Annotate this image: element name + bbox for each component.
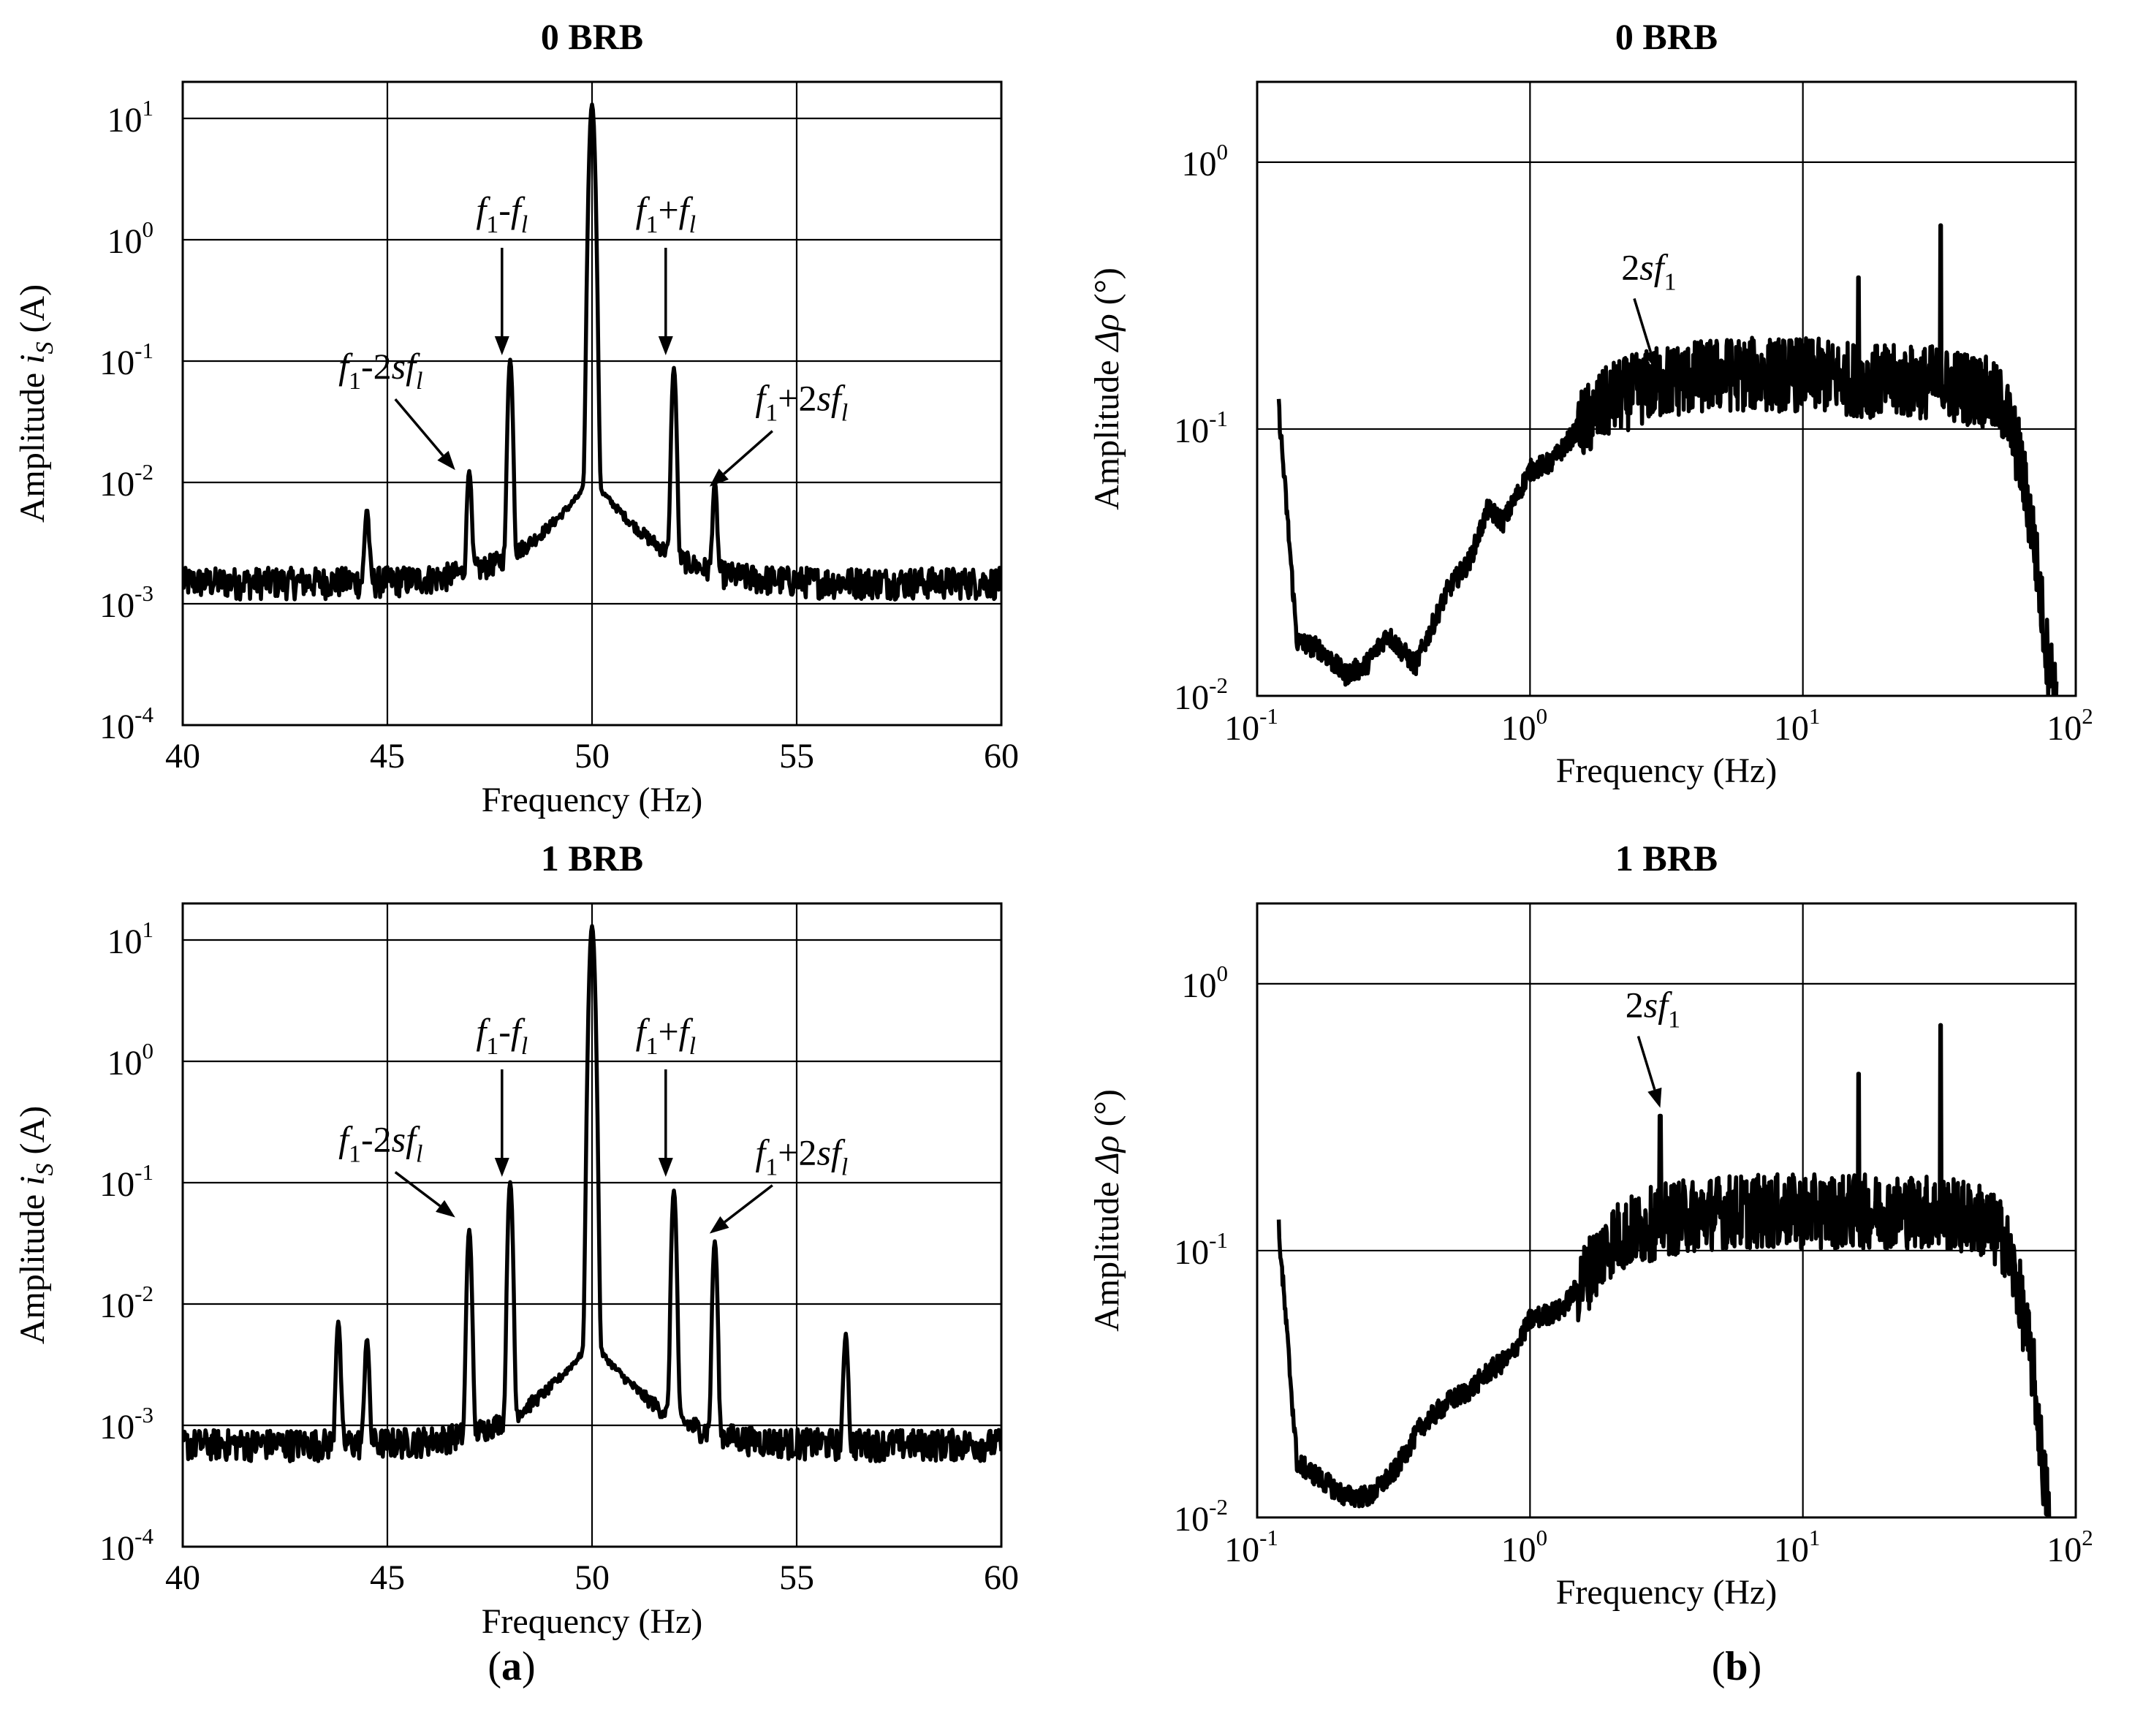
series-line — [183, 924, 1001, 1463]
panel-label-a: (a) — [488, 1644, 535, 1689]
annotation-label: 2sf1 — [1621, 246, 1676, 295]
arrow-shaft — [1633, 297, 1653, 353]
annotation-arrow — [658, 1069, 673, 1177]
arrow-head — [709, 468, 729, 487]
y-tick-label: 10-2 — [99, 1281, 153, 1325]
arrow-shaft — [723, 430, 773, 475]
y-axis-label: Amplitude Δρ (°) — [1088, 268, 1126, 510]
x-tick-label: 10-1 — [1224, 703, 1278, 748]
x-tick-label: 100 — [1501, 703, 1548, 748]
y-tick-label: 100 — [1182, 960, 1229, 1005]
y-tick-label: 10-1 — [99, 1159, 153, 1204]
annotation-label: f1-fl — [476, 189, 528, 238]
annotation-arrow — [1633, 297, 1658, 371]
annotation-arrow — [709, 1184, 773, 1234]
chart-a_top: 0 BRB 40 45 50 55 60 10-4 10-3 10-2 10-1 100 101 Fre… — [13, 16, 1019, 819]
arrow-head — [658, 336, 673, 355]
y-tick-label: 100 — [107, 1038, 154, 1083]
arrow-head — [709, 1216, 729, 1234]
y-axis-label: Amplitude iS (A) — [13, 284, 58, 523]
arrow-shaft — [394, 398, 444, 457]
y-tick-label: 100 — [107, 216, 154, 261]
x-axis-label: Frequency (Hz) — [482, 781, 703, 819]
series-line — [183, 102, 1001, 602]
x-tick-label: 102 — [2047, 703, 2093, 748]
annotation-label: 2sf1 — [1626, 985, 1680, 1034]
arrow-shaft — [724, 1184, 773, 1224]
y-tick-label: 101 — [107, 917, 154, 961]
y-tick-label: 10-3 — [99, 1402, 153, 1447]
x-tick-label: 100 — [1501, 1525, 1548, 1569]
arrow-shaft — [1636, 1036, 1656, 1091]
y-tick-label: 10-1 — [1174, 1227, 1228, 1272]
arrow-head — [1643, 349, 1658, 371]
y-tick-label: 10-2 — [1174, 672, 1228, 717]
plot-frame — [1256, 80, 2077, 697]
annotation-label: f1-fl — [476, 1011, 528, 1060]
x-tick-label: 40 — [165, 737, 200, 776]
y-axis-label: Amplitude iS (A) — [13, 1106, 58, 1344]
y-tick-label: 100 — [1182, 139, 1229, 183]
chart-title: 0 BRB — [1615, 16, 1718, 57]
x-tick-label: 55 — [779, 737, 814, 776]
annotation-arrow — [658, 247, 673, 355]
annotation-label: f1+fl — [636, 1011, 696, 1060]
plot-frame — [181, 902, 1003, 1548]
annotation-arrow — [394, 398, 455, 471]
annotation-arrow — [494, 247, 509, 355]
y-tick-label: 10-1 — [1174, 406, 1228, 450]
x-axis-label: Frequency (Hz) — [1556, 1573, 1778, 1612]
x-tick-label: 40 — [165, 1558, 200, 1597]
x-tick-label: 45 — [370, 737, 405, 776]
arrow-head — [436, 1199, 455, 1218]
arrow-shaft — [394, 1171, 441, 1208]
plot-frame — [181, 80, 1003, 727]
x-tick-label: 45 — [370, 1558, 405, 1597]
x-tick-label: 101 — [1774, 1525, 1821, 1569]
chart-title: 0 BRB — [541, 16, 643, 57]
chart-a_bottom: 1 BRB 40 45 50 55 60 10-4 10-3 10-2 10-1 100 101 Fre… — [13, 838, 1019, 1641]
annotation-arrow — [394, 1171, 455, 1218]
x-axis-label: Frequency (Hz) — [482, 1602, 703, 1641]
annotation-arrow — [1636, 1036, 1662, 1108]
y-axis-label: Amplitude Δρ (°) — [1088, 1089, 1126, 1332]
annotation-label: f1+2sfl — [755, 378, 848, 427]
x-tick-label: 55 — [779, 1558, 814, 1597]
chart-title: 1 BRB — [541, 838, 643, 879]
arrow-head — [494, 1157, 509, 1177]
chart-title: 1 BRB — [1615, 838, 1718, 879]
y-tick-label: 101 — [107, 95, 154, 140]
arrow-head — [1647, 1087, 1662, 1108]
y-tick-label: 10-4 — [99, 702, 153, 746]
annotation-arrow — [494, 1069, 509, 1177]
series-line — [1276, 223, 2059, 696]
y-tick-label: 10-2 — [1174, 1494, 1228, 1539]
x-tick-label: 10-1 — [1224, 1525, 1278, 1569]
y-tick-label: 10-4 — [99, 1523, 153, 1568]
annotation-label: f1-2sfl — [338, 1119, 422, 1168]
y-tick-label: 10-1 — [99, 338, 153, 382]
panel-label-b: (b) — [1712, 1644, 1761, 1689]
annotation-label: f1+fl — [636, 189, 696, 238]
arrow-head — [494, 336, 509, 355]
arrow-head — [437, 450, 455, 471]
plot-frame — [1256, 902, 2077, 1519]
x-tick-label: 50 — [574, 737, 610, 776]
x-tick-label: 102 — [2047, 1525, 2093, 1569]
x-tick-label: 60 — [984, 737, 1019, 776]
x-tick-label: 101 — [1774, 703, 1821, 748]
x-tick-label: 50 — [574, 1558, 610, 1597]
annotation-label: f1+2sfl — [755, 1132, 848, 1181]
x-axis-label: Frequency (Hz) — [1556, 751, 1778, 790]
annotation-label: f1-2sfl — [338, 346, 422, 395]
arrow-head — [658, 1157, 673, 1177]
x-tick-label: 60 — [984, 1558, 1019, 1597]
annotation-arrow — [709, 430, 773, 487]
y-tick-label: 10-3 — [99, 580, 153, 625]
y-tick-label: 10-2 — [99, 459, 153, 504]
series-line — [1276, 1023, 2052, 1517]
